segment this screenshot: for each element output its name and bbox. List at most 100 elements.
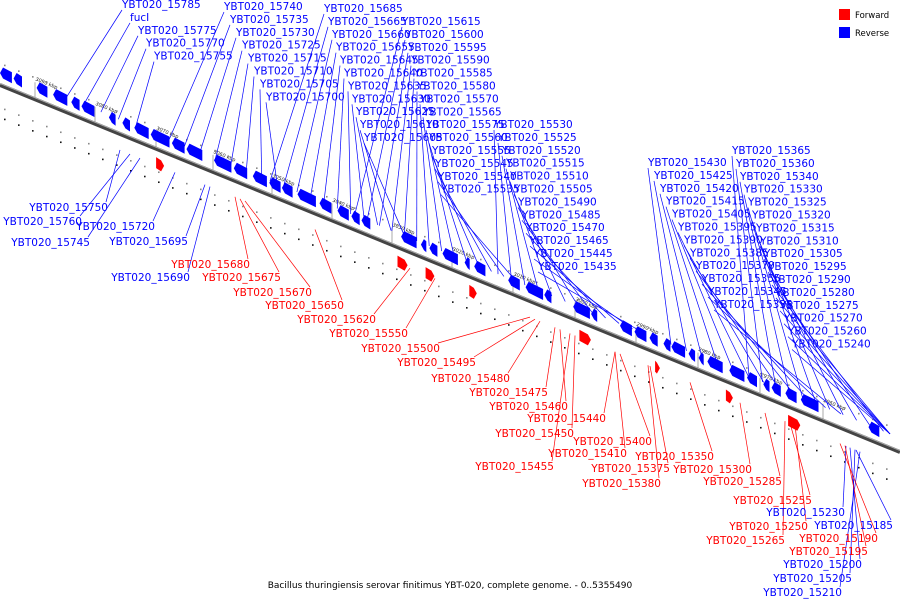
forward-gene-label: YBT020_15380 [581, 478, 661, 490]
reverse-gene [747, 372, 757, 388]
leader-line [689, 382, 713, 452]
leader-line [649, 365, 669, 464]
tick-label: 3080 kbp [94, 101, 118, 115]
leader-line [437, 316, 531, 344]
leader-line [245, 76, 255, 172]
track-dot [284, 232, 286, 235]
reverse-gene-label: YBT020_15385 [689, 247, 769, 259]
track-dot [704, 394, 706, 396]
leader-line [135, 61, 155, 127]
legend-reverse-swatch [839, 27, 850, 38]
track-dot [648, 381, 650, 383]
leader-line [405, 278, 436, 329]
leader-line [310, 52, 337, 198]
track-dot [816, 449, 818, 452]
track-dot [676, 338, 678, 341]
leader-line [647, 167, 672, 345]
track-dot [522, 275, 524, 278]
reverse-gene-label: YBT020_15735 [229, 14, 309, 26]
track-dot [228, 209, 230, 212]
reverse-gene [281, 182, 293, 198]
leader-line [771, 284, 884, 432]
track-dot [872, 472, 874, 475]
track-dot [690, 398, 692, 400]
reverse-gene [171, 137, 185, 154]
track-dot [788, 428, 790, 430]
track-dot [382, 218, 384, 221]
leader-line [87, 157, 141, 238]
reverse-gene [525, 281, 544, 300]
track-dot [60, 87, 62, 90]
track-dot [494, 318, 496, 321]
reverse-gene-label: YBT020_15645 [339, 55, 419, 67]
leader-line [118, 48, 147, 120]
leader-line [296, 39, 333, 193]
leader-line [707, 296, 826, 408]
leader-line [215, 50, 243, 159]
leader-line [366, 39, 406, 221]
forward-gene-label: YBT020_15450 [494, 428, 574, 440]
reverse-gene-label: YBT020_15695 [108, 236, 188, 248]
reverse-gene-label: YBT020_15465 [529, 235, 609, 247]
forward-gene-label: YBT020_15410 [547, 448, 627, 460]
track-dot [424, 235, 426, 238]
track-dot [410, 274, 412, 276]
leader-line [336, 78, 345, 209]
track-dot [578, 298, 580, 301]
track-dot [186, 192, 188, 195]
tick-label: 2970 kbp [759, 372, 783, 386]
leader-line [747, 207, 804, 399]
track-dot [886, 468, 888, 470]
track-dot [312, 234, 314, 236]
track-dot [564, 346, 566, 349]
track-dot [410, 230, 412, 232]
track-dot [256, 167, 258, 169]
track-dot [746, 411, 748, 413]
track-dot [74, 93, 76, 95]
reverse-gene-label: YBT020_15730 [235, 27, 315, 39]
track-dot [396, 268, 398, 271]
leader-line [759, 246, 844, 415]
reverse-gene-label: YBT020_15590 [410, 55, 490, 67]
track-dot [774, 432, 776, 435]
genome-axis-highlight [0, 83, 900, 451]
leader-line [855, 449, 892, 521]
track-dot [4, 64, 6, 67]
track-dot [634, 375, 636, 378]
track-dot [676, 392, 678, 395]
legend: Forward Reverse [839, 9, 889, 39]
reverse-gene-label: YBT020_15355 [701, 273, 781, 285]
track-dot [830, 445, 832, 448]
reverse-gene-label: YBT020_15630 [351, 93, 431, 105]
leader-line [269, 13, 325, 182]
track-dot [508, 324, 510, 326]
track-dot [564, 292, 566, 295]
track-dot [270, 173, 272, 175]
track-dot [46, 135, 48, 138]
track-dot [774, 422, 776, 425]
reverse-gene-label: YBT020_15705 [259, 78, 339, 90]
track-dot [312, 190, 314, 192]
track-dot [396, 224, 398, 227]
reverse-gene-label: YBT020_15360 [735, 158, 815, 170]
reverse-gene-label: YBT020_15715 [247, 53, 327, 65]
reverse-gene-label: YBT020_15595 [407, 42, 487, 54]
leader-line [83, 22, 131, 106]
forward-gene-label: YBT020_15670 [232, 287, 312, 299]
leader-line [507, 321, 541, 374]
forward-gene [425, 267, 435, 282]
reverse-gene [771, 382, 781, 397]
leader-line [739, 402, 751, 465]
track-dot [480, 258, 482, 261]
forward-gene [156, 157, 165, 172]
track-dot [816, 395, 818, 398]
track-dot [634, 365, 636, 368]
track-dot [760, 416, 762, 419]
track-dot [522, 329, 524, 332]
leader-line [659, 193, 703, 358]
leader-line [234, 196, 249, 260]
track-dot [200, 188, 202, 191]
reverse-gene-label: YBT020_15435 [537, 261, 617, 273]
track-dot [508, 270, 510, 272]
track-dot [60, 141, 62, 144]
